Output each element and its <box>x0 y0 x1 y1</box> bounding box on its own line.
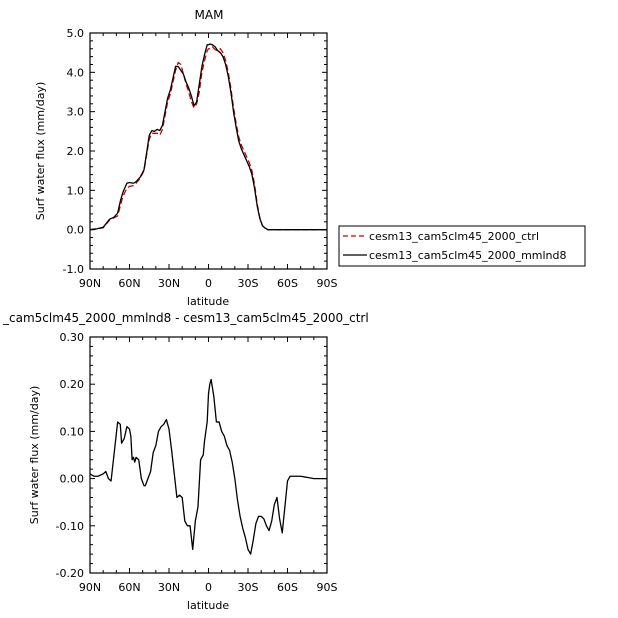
bottom-y-tick-label: 0.10 <box>60 425 85 438</box>
bottom-x-tick-label: 60N <box>118 581 140 594</box>
top-x-tick-label: 0 <box>205 277 212 290</box>
top-y-tick-label: -1.0 <box>63 263 84 276</box>
legend-label-ctrl: cesm13_cam5clm45_2000_ctrl <box>369 230 539 243</box>
bottom-y-tick-label: 0.20 <box>60 378 85 391</box>
bottom-y-tick-label: 0.30 <box>60 331 85 344</box>
top-x-axis-label: latitude <box>187 295 229 308</box>
top-x-tick-label: 90S <box>317 277 338 290</box>
bottom-x-tick-label: 30S <box>238 581 259 594</box>
bottom-x-axis-label: latitude <box>187 599 229 612</box>
top-x-tick-label: 60S <box>277 277 298 290</box>
bottom-series-line-0 <box>89 378 327 555</box>
top-y-tick-label: 0.0 <box>67 224 85 237</box>
bottom-y-axis-label: Surf water flux (mm/day) <box>28 386 41 525</box>
bottom-panel: _cam5clm45_2000_mmlnd8 - cesm13_cam5clm4… <box>2 311 369 612</box>
bottom-x-tick-label: 60S <box>277 581 298 594</box>
legend-box <box>338 225 586 267</box>
bottom-x-tick-label: 0 <box>205 581 212 594</box>
bottom-y-tick-label: 0.00 <box>60 473 85 486</box>
top-x-tick-label: 30S <box>238 277 259 290</box>
top-y-tick-label: 3.0 <box>67 106 85 119</box>
bottom-x-tick-label: 90N <box>79 581 101 594</box>
legend-label-mmlnd8: cesm13_cam5clm45_2000_mmlnd8 <box>369 249 567 262</box>
bottom-title: _cam5clm45_2000_mmlnd8 - cesm13_cam5clm4… <box>2 311 369 325</box>
bottom-axis-ticks: 90N 60N 30N 0 30S 60S 90S -0.20 -0.10 0.00 0.10 0.2… <box>56 331 338 594</box>
top-y-tick-label: 5.0 <box>67 27 85 40</box>
top-x-tick-label: 60N <box>118 277 140 290</box>
bottom-y-tick-label: -0.10 <box>56 520 84 533</box>
top-x-tick-label: 90N <box>79 277 101 290</box>
top-y-tick-label: 2.0 <box>67 145 85 158</box>
top-y-tick-label: 1.0 <box>67 184 85 197</box>
top-plot-marks <box>89 43 327 231</box>
bottom-plot-marks <box>89 378 327 555</box>
bottom-y-tick-label: -0.20 <box>56 567 84 580</box>
top-panel: MAM 90N 60N 30N 0 30S 60S 90S -1.0 0.0 1.0 2.0 3.0 4… <box>34 8 586 308</box>
top-x-tick-label: 30N <box>158 277 180 290</box>
top-axis-ticks: 90N 60N 30N 0 30S 60S 90S -1.0 0.0 1.0 2.0 3.0 4.0 5.… <box>63 27 338 290</box>
legend: cesm13_cam5clm45_2000_ctrl cesm13_cam5cl… <box>338 225 586 267</box>
top-y-axis-label: Surf water flux (mm/day) <box>34 82 47 221</box>
top-series-line-1 <box>89 43 327 231</box>
top-y-tick-label: 4.0 <box>67 66 85 79</box>
bottom-x-tick-label: 90S <box>317 581 338 594</box>
top-title: MAM <box>195 8 224 22</box>
bottom-x-tick-label: 30N <box>158 581 180 594</box>
